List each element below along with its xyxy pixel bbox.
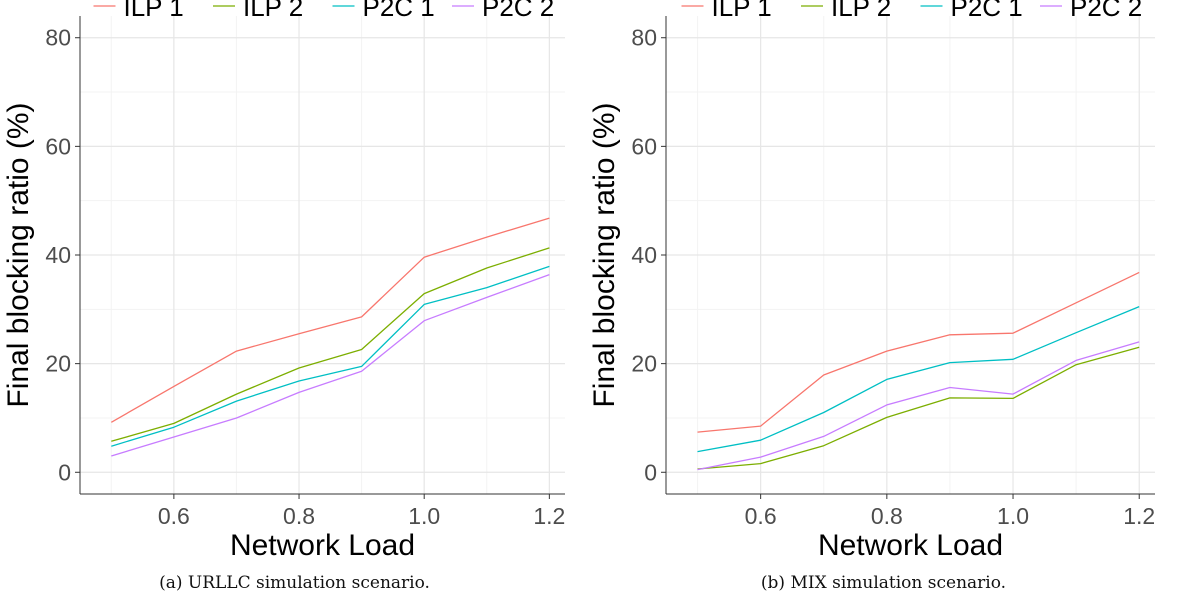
legend-label: ILP 2: [831, 0, 891, 22]
legend-label: ILP 1: [712, 0, 772, 22]
series-line-ilp-2: [111, 247, 550, 442]
x-tick-label: 0.8: [871, 503, 903, 529]
series-line-ilp-1: [697, 271, 1140, 433]
y-axis-title: Final blocking ratio (%): [2, 102, 35, 407]
y-tick-label: 0: [58, 459, 71, 485]
legend-label: P2C 2: [482, 0, 554, 22]
legend-label: ILP 2: [243, 0, 303, 22]
series-line-p2c-1: [697, 305, 1140, 453]
y-tick-label: 20: [631, 351, 657, 377]
y-axis-title: Final blocking ratio (%): [589, 102, 621, 407]
legend-label: P2C 2: [1070, 0, 1142, 22]
x-axis-title: Network Load: [230, 529, 415, 562]
legend-label: P2C 1: [363, 0, 435, 22]
figure-caption-a: (a) URLLC simulation scenario.: [159, 573, 430, 593]
legend-label: P2C 1: [951, 0, 1023, 22]
x-tick-label: 0.6: [158, 503, 190, 529]
x-tick-label: 0.6: [745, 503, 777, 529]
series-line-p2c-1: [111, 265, 550, 447]
x-tick-label: 1.2: [1123, 503, 1155, 529]
figure-caption-b: (b) MIX simulation scenario.: [760, 573, 1007, 593]
series-line-p2c-2: [111, 273, 550, 457]
y-tick-label: 80: [45, 25, 71, 51]
series-line-ilp-2: [697, 346, 1140, 470]
y-tick-label: 60: [631, 133, 657, 159]
series-line-p2c-2: [697, 341, 1140, 471]
grid-lines: [80, 16, 565, 494]
grid-lines: [666, 16, 1155, 494]
chart-panel-mix: 0 20 40 60 80 0.6 0.8 1.0 1.2 Network Load Final b…: [589, 0, 1178, 605]
y-tick-label: 40: [631, 242, 657, 268]
chart-panel-urllc: 0 20 40 60 80 0.6 0.8 1.0 1.2 Network Load Final b…: [2, 0, 565, 593]
y-tick-label: 0: [644, 459, 657, 485]
x-tick-label: 1.2: [533, 503, 565, 529]
legend: ILP 1 ILP 2 P2C 1 P2C 2: [93, 0, 554, 22]
y-tick-label: 80: [631, 25, 657, 51]
x-tick-label: 1.0: [408, 503, 440, 529]
line-chart-mix: 0 20 40 60 80 0.6 0.8 1.0 1.2 Network Load Final b…: [589, 0, 1155, 562]
y-tick-label: 40: [45, 242, 71, 268]
series-line-ilp-1: [110, 217, 550, 423]
y-tick-label: 20: [45, 351, 71, 377]
legend-label: ILP 1: [124, 0, 184, 22]
x-tick-label: 1.0: [997, 503, 1029, 529]
x-axis-title: Network Load: [818, 529, 1003, 562]
y-tick-label: 60: [45, 133, 71, 159]
legend: ILP 1 ILP 2 P2C 1 P2C 2: [681, 0, 1142, 22]
line-chart-urllc: 0 20 40 60 80 0.6 0.8 1.0 1.2 Network Load Final b…: [2, 0, 565, 562]
x-tick-label: 0.8: [283, 503, 315, 529]
